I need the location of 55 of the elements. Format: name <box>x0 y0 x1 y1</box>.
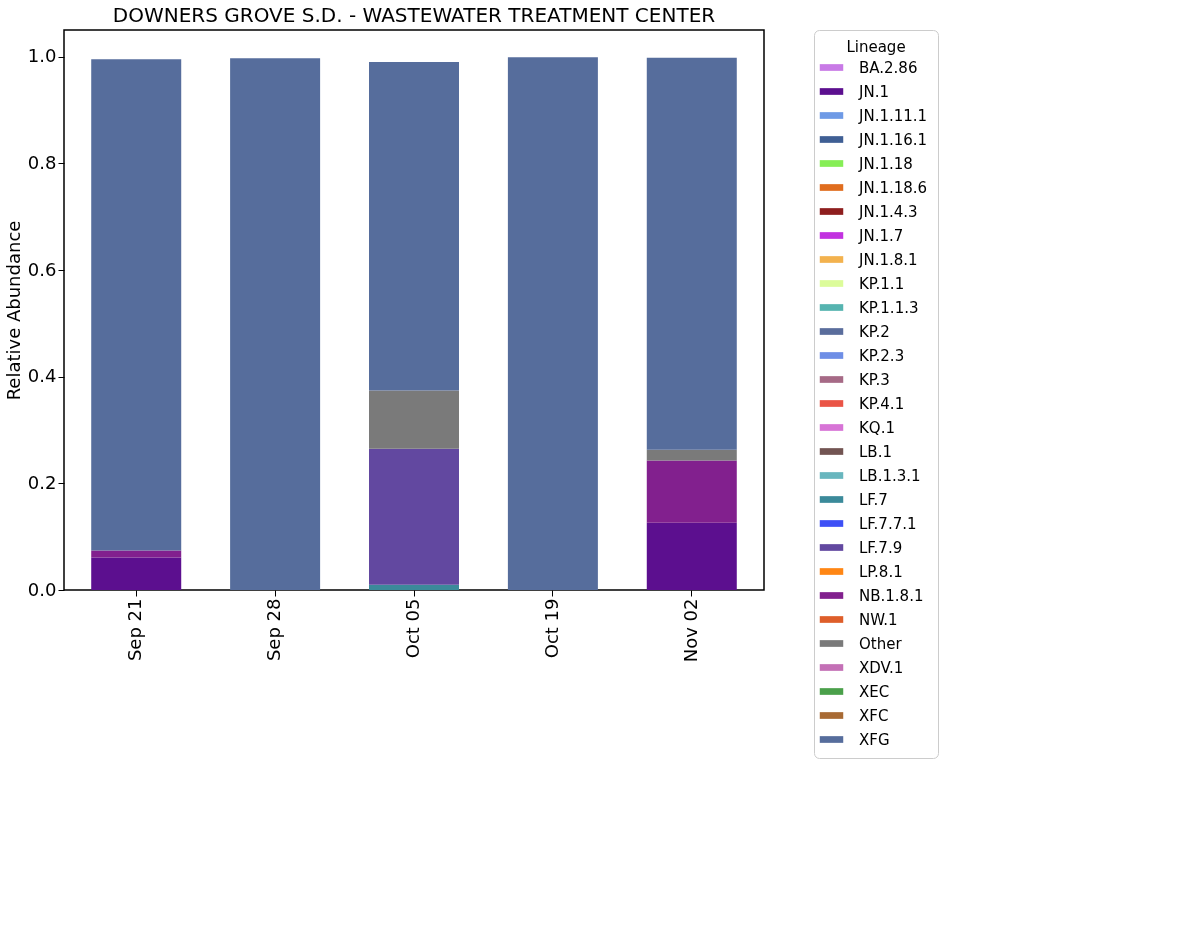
legend-label: NW.1 <box>859 610 898 629</box>
bar <box>369 390 459 449</box>
y-tick-label: 0.2 <box>27 471 57 493</box>
legend-label: XFG <box>859 730 890 749</box>
legend-label: JN.1.8.1 <box>858 250 918 269</box>
legend-label: Other <box>859 634 903 653</box>
legend-label: XEC <box>859 682 890 701</box>
bar <box>91 59 182 551</box>
legend-title: Lineage <box>846 38 906 56</box>
legend-label: JN.1.4.3 <box>858 202 918 221</box>
legend-label: LF.7.7.1 <box>859 514 917 533</box>
legend-label: LF.7 <box>859 490 888 509</box>
legend-label: NB.1.8.1 <box>859 586 924 605</box>
x-tick-label: Oct 19 <box>540 598 562 659</box>
legend-label: JN.1.16.1 <box>858 130 928 149</box>
legend-label: KQ.1 <box>859 418 895 437</box>
legend-label: BA.2.86 <box>859 58 918 77</box>
legend-label: KP.1.1 <box>859 274 905 293</box>
legend-label: JN.1 <box>858 82 889 101</box>
legend-label: KP.4.1 <box>859 394 905 413</box>
bar <box>369 448 459 585</box>
legend-label: LB.1.3.1 <box>859 466 921 485</box>
legend-label: KP.2 <box>859 322 890 341</box>
chart-title: DOWNERS GROVE S.D. - WASTEWATER TREATMENT CENTER <box>112 2 716 27</box>
y-axis-title: Relative Abundance <box>2 220 24 401</box>
y-tick-label: 0.0 <box>27 578 57 600</box>
legend-label: XDV.1 <box>859 658 904 677</box>
bar <box>507 57 598 590</box>
x-tick-label: Oct 05 <box>402 598 423 659</box>
bar <box>369 584 459 590</box>
x-tick-label: Sep 28 <box>263 598 285 662</box>
y-tick-label: 0.8 <box>27 151 57 173</box>
bar <box>369 62 459 391</box>
legend-label: JN.1.18.6 <box>858 178 928 197</box>
legend-label: XFC <box>859 706 889 725</box>
bar <box>646 57 737 450</box>
bar <box>646 460 737 523</box>
legend-label: KP.3 <box>859 370 890 389</box>
y-tick-label: 0.4 <box>27 365 57 387</box>
x-tick-label: Sep 21 <box>124 598 146 662</box>
legend-label: JN.1.7 <box>858 226 904 245</box>
legend-label: KP.2.3 <box>859 346 905 365</box>
legend-label: KP.1.1.3 <box>859 298 919 317</box>
bar <box>91 557 182 590</box>
y-tick-label: 0.6 <box>27 258 57 280</box>
bar <box>646 449 737 461</box>
legend-label: JN.1.11.1 <box>858 106 928 125</box>
legend-label: LP.8.1 <box>859 562 903 581</box>
bar <box>230 58 321 590</box>
x-tick-label: Nov 02 <box>679 598 701 663</box>
y-tick-label: 1.0 <box>27 45 57 67</box>
legend-label: LB.1 <box>859 442 892 461</box>
legend-label: LF.7.9 <box>859 538 903 557</box>
bar <box>646 522 737 590</box>
legend-label: JN.1.18 <box>858 154 913 173</box>
